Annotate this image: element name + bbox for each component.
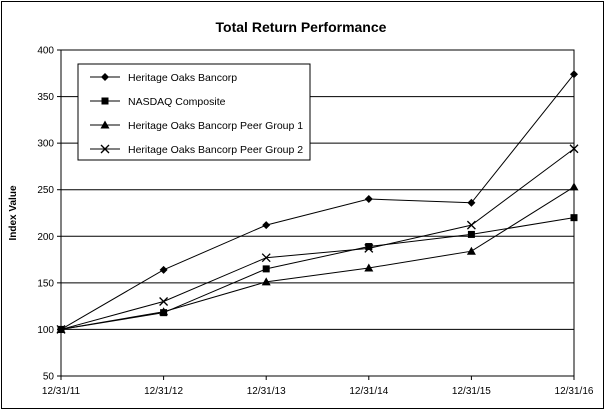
y-tick-label: 150	[37, 278, 54, 289]
series-line	[60, 148, 575, 330]
legend: Heritage Oaks Bancorp NASDAQ Composite Her…	[77, 63, 311, 161]
y-tick-label: 400	[37, 46, 54, 57]
data-point	[570, 214, 578, 222]
legend-box	[77, 63, 311, 161]
series-line	[60, 73, 575, 330]
legend-label: Heritage Oaks Bancorp Peer Group 1	[128, 120, 303, 132]
data-point	[159, 265, 168, 274]
x-axis-ticks: 12/31/11 12/31/12 12/31/13 12/31/14 12/31/15…	[42, 376, 594, 397]
y-axis-label: Index Value	[8, 185, 19, 240]
x-tick-label: 12/31/14	[349, 386, 388, 397]
legend-label: NASDAQ Composite	[128, 96, 226, 108]
y-tick-label: 250	[37, 185, 54, 196]
data-point	[364, 243, 374, 253]
data-point	[159, 307, 169, 316]
data-point	[261, 277, 271, 286]
legend-entry: Heritage Oaks Bancorp Peer Group 1	[90, 120, 303, 132]
series-x	[56, 144, 579, 334]
data-point	[262, 221, 271, 230]
data-point	[159, 297, 169, 306]
data-point	[569, 182, 579, 191]
series-triangle	[56, 182, 579, 333]
y-tick-label: 100	[37, 325, 54, 336]
data-point	[100, 120, 110, 129]
legend-label: Heritage Oaks Bancorp Peer Group 2	[128, 144, 303, 156]
data-point	[101, 73, 109, 81]
data-point	[570, 70, 578, 79]
y-tick-label: 200	[37, 232, 54, 243]
data-point	[262, 265, 270, 273]
data-point	[466, 220, 476, 230]
data-point	[467, 198, 476, 207]
data-point	[101, 97, 109, 105]
x-tick-label: 12/31/11	[42, 386, 81, 397]
y-tick-label: 350	[37, 92, 54, 103]
data-point	[467, 230, 475, 238]
series-group	[56, 70, 579, 334]
legend-entry: Heritage Oaks Bancorp Peer Group 2	[90, 144, 303, 156]
data-point	[261, 253, 271, 263]
data-point	[569, 144, 579, 154]
data-point	[466, 246, 476, 255]
series-line	[60, 186, 575, 330]
plot-area	[60, 49, 575, 377]
data-point	[56, 324, 66, 334]
x-tick-label: 12/31/12	[144, 386, 183, 397]
y-tick-label: 50	[43, 372, 55, 383]
data-point	[364, 263, 374, 272]
legend-entry: NASDAQ Composite	[90, 96, 226, 108]
x-tick-label: 12/31/15	[452, 386, 491, 397]
data-point	[100, 144, 110, 154]
legend-label: Heritage Oaks Bancorp	[128, 72, 237, 84]
series-square	[57, 214, 578, 333]
data-point	[364, 195, 373, 204]
chart-title: Total Return Performance	[216, 19, 387, 35]
y-tick-label: 300	[37, 139, 54, 150]
x-tick-label: 12/31/13	[247, 386, 286, 397]
x-tick-label: 12/31/16	[555, 386, 594, 397]
legend-entry: Heritage Oaks Bancorp	[90, 72, 237, 84]
data-point	[365, 243, 373, 251]
series-line	[60, 217, 575, 330]
